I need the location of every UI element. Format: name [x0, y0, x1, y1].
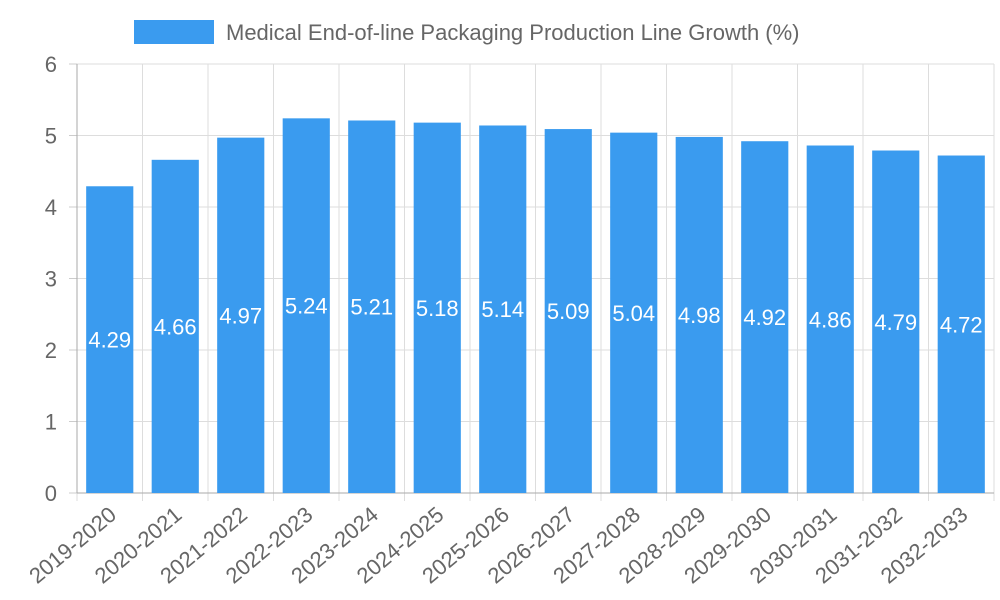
grid [76, 63, 995, 501]
bar-value-label: 4.98 [678, 303, 721, 328]
bar-value-label: 5.14 [481, 297, 524, 322]
data-labels: 4.29 4.66 4.97 5.24 5.21 5.18 5.14 5.09 5.04 4.98… [88, 294, 982, 353]
y-tick-label: 2 [45, 338, 57, 363]
bar[interactable] [86, 186, 134, 493]
bar-value-label: 4.92 [743, 305, 786, 330]
bar-value-label: 5.24 [285, 294, 328, 319]
bar-value-label: 4.72 [940, 312, 983, 337]
x-axis-ticks: 2019-20202020-20212021-20222022-20232023… [24, 502, 972, 589]
bar[interactable] [282, 118, 330, 493]
legend-label: Medical End-of-line Packaging Production… [226, 20, 800, 45]
y-tick-label: 6 [45, 52, 57, 77]
bar-value-label: 5.21 [350, 295, 393, 320]
bar[interactable] [348, 120, 396, 494]
y-tick-label: 5 [45, 124, 57, 149]
bar-value-label: 5.04 [612, 301, 655, 326]
y-tick-label: 0 [45, 481, 57, 506]
bar[interactable] [610, 132, 658, 493]
bar[interactable] [675, 136, 723, 493]
bar[interactable] [151, 159, 199, 493]
bar[interactable] [217, 137, 265, 493]
bar-series [86, 118, 985, 494]
y-tick-label: 3 [45, 267, 57, 292]
bar[interactable] [544, 129, 592, 493]
bar[interactable] [806, 145, 854, 493]
bar[interactable] [937, 155, 985, 493]
bar-value-label: 4.66 [154, 314, 197, 339]
bar[interactable] [413, 122, 461, 493]
y-axis-ticks: 0 1 2 3 4 5 6 [45, 52, 57, 506]
bar[interactable] [872, 150, 920, 493]
bar-value-label: 4.97 [219, 303, 262, 328]
bar-value-label: 4.29 [88, 328, 131, 353]
bar[interactable] [741, 141, 789, 493]
bar-value-label: 4.79 [874, 310, 917, 335]
bar-value-label: 5.09 [547, 299, 590, 324]
y-tick-label: 4 [45, 195, 57, 220]
bar[interactable] [479, 125, 527, 494]
legend-swatch [134, 20, 214, 44]
bar-value-label: 5.18 [416, 296, 459, 321]
y-tick-label: 1 [45, 410, 57, 435]
legend[interactable]: Medical End-of-line Packaging Production… [134, 20, 800, 45]
bar-value-label: 4.86 [809, 307, 852, 332]
